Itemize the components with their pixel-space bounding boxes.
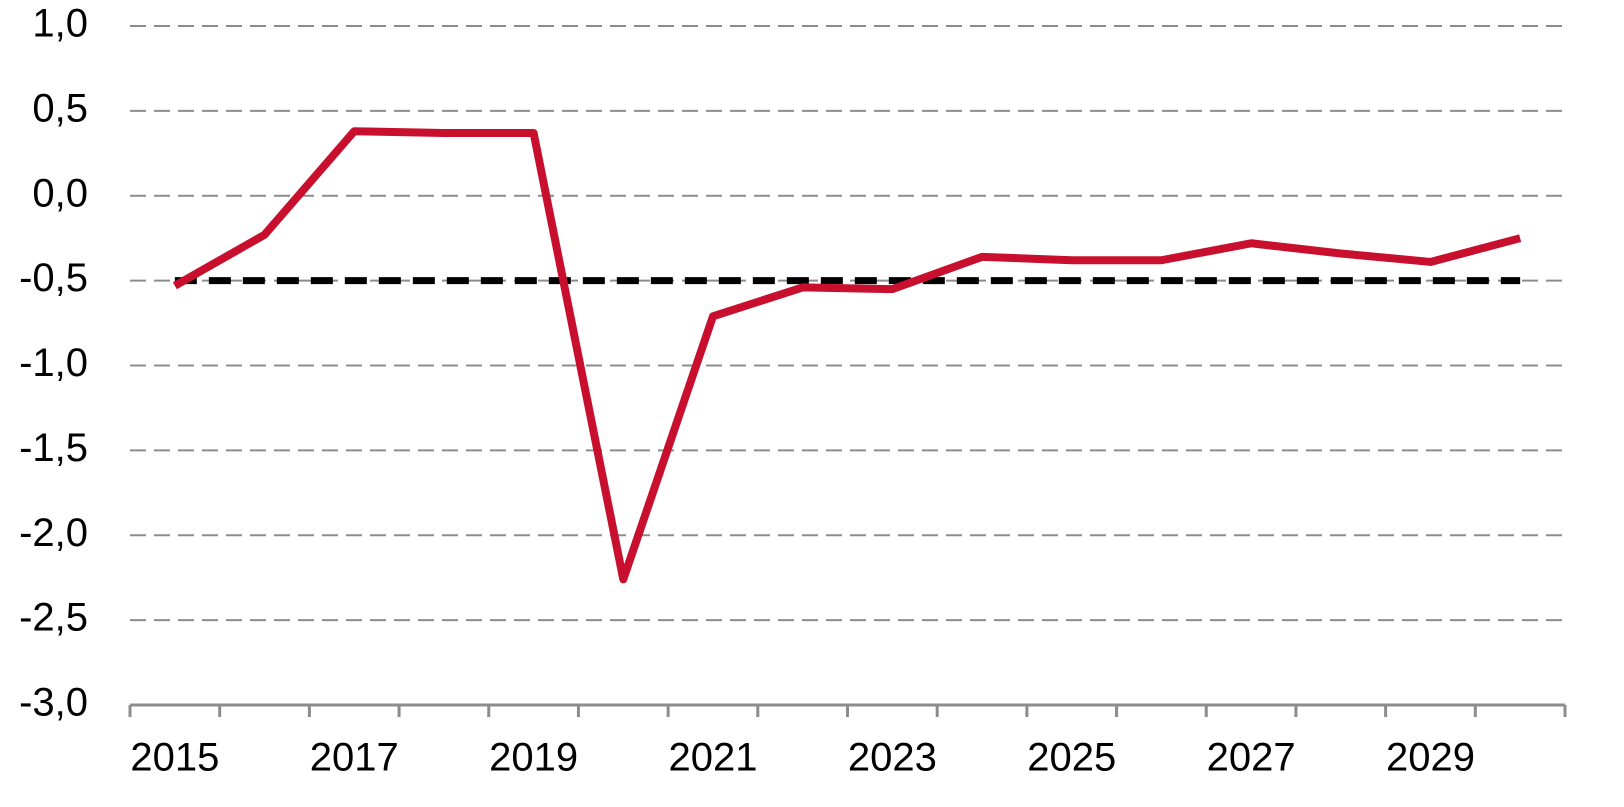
x-tick-label: 2023	[848, 736, 937, 780]
y-tick-label: 1,0	[32, 2, 88, 46]
x-tick-label: 2017	[310, 736, 399, 780]
y-tick-label: -0,5	[19, 256, 88, 300]
y-tick-label: -1,0	[19, 341, 88, 385]
y-tick-label: -2,5	[19, 596, 88, 640]
y-tick-label: -3,0	[19, 681, 88, 725]
y-tick-label: -1,5	[19, 426, 88, 470]
x-tick-label: 2019	[489, 736, 578, 780]
y-tick-label: -2,0	[19, 511, 88, 555]
x-tick-label: 2015	[130, 736, 219, 780]
x-tick-label: 2021	[668, 736, 757, 780]
x-tick-label: 2027	[1207, 736, 1296, 780]
y-tick-label: 0,5	[32, 86, 88, 130]
x-tick-label: 2029	[1386, 736, 1475, 780]
line-series	[172, 127, 1522, 584]
y-tick-label: 0,0	[32, 171, 88, 215]
x-tick-label: 2025	[1027, 736, 1116, 780]
